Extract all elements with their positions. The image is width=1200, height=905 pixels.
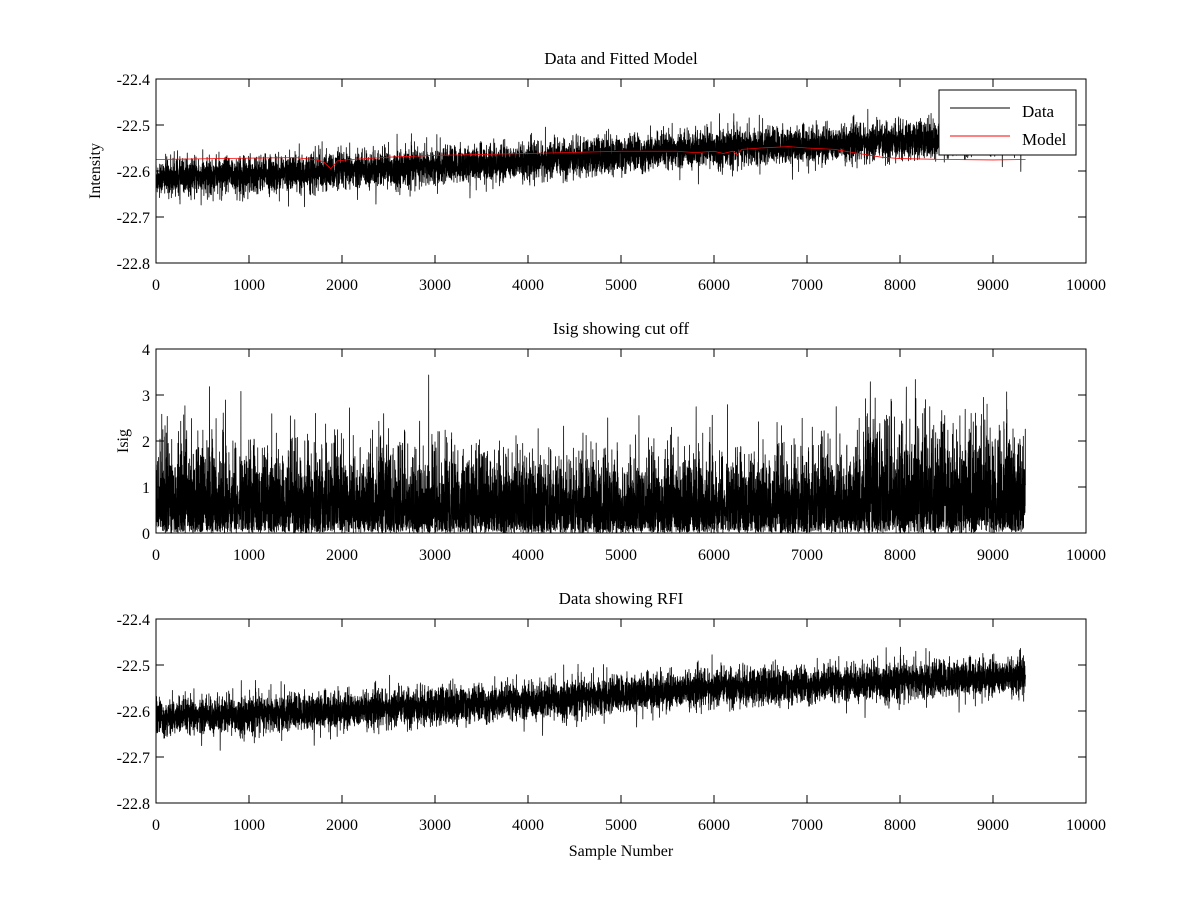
legend-box <box>938 89 1077 156</box>
x-tick-label: 10000 <box>1066 277 1106 294</box>
y-tick-label: -22.8 <box>117 796 150 813</box>
x-tick-label: 3000 <box>419 547 451 564</box>
x-tick-label: 4000 <box>512 277 544 294</box>
series-data-line <box>156 646 1026 751</box>
y-tick-label: -22.6 <box>117 704 150 721</box>
x-tick-label: 5000 <box>605 547 637 564</box>
y-tick-label: 2 <box>142 434 150 451</box>
y-axis-label: Intensity <box>87 143 104 199</box>
y-axis-label: Isig <box>115 429 132 453</box>
series-data-line <box>156 108 1026 208</box>
x-tick-label: 7000 <box>791 277 823 294</box>
y-tick-label: -22.5 <box>117 118 150 135</box>
subplot-data-and-fitted-model: Data and Fitted Model Intensity 0 1000 200… <box>87 49 1106 294</box>
x-tick-label: 5000 <box>605 277 637 294</box>
y-tick-label: -22.7 <box>117 210 150 227</box>
y-tick-label: -22.7 <box>117 750 150 767</box>
y-tick-label: 1 <box>142 480 150 497</box>
x-tick-label: 9000 <box>977 817 1009 834</box>
x-tick-label: 5000 <box>605 817 637 834</box>
x-tick-label: 3000 <box>419 817 451 834</box>
axis-ticks: 0 1000 2000 3000 4000 5000 6000 7000 8000 9000 100… <box>117 612 1106 834</box>
plot-area <box>156 374 1026 533</box>
x-tick-label: 2000 <box>326 547 358 564</box>
x-tick-label: 0 <box>152 277 160 294</box>
x-tick-label: 0 <box>152 547 160 564</box>
axes-box <box>155 618 1087 804</box>
axis-ticks: 0 1000 2000 3000 4000 5000 6000 7000 8000 9000 100… <box>117 72 1106 294</box>
x-tick-label: 1000 <box>233 817 265 834</box>
subplot-title: Data showing RFI <box>559 589 684 608</box>
y-tick-label: -22.8 <box>117 256 150 273</box>
y-tick-label: -22.4 <box>117 72 150 89</box>
series-isig-line <box>156 374 1026 533</box>
legend-label-data: Data <box>1022 102 1055 121</box>
x-tick-label: 0 <box>152 817 160 834</box>
x-tick-label: 1000 <box>233 277 265 294</box>
x-tick-label: 7000 <box>791 547 823 564</box>
x-tick-label: 7000 <box>791 817 823 834</box>
subplot-data-showing-rfi: Data showing RFI 0 1000 2000 3000 4000 5000 60… <box>117 589 1106 860</box>
subplot-isig-showing-cut-off: Isig showing cut off Isig 0 1000 2000 3000 4… <box>115 319 1106 564</box>
y-tick-label: -22.5 <box>117 658 150 675</box>
plot-area <box>156 646 1026 751</box>
axes-box <box>155 78 1087 264</box>
legend: Data Model <box>938 89 1077 156</box>
x-tick-label: 6000 <box>698 547 730 564</box>
x-tick-label: 2000 <box>326 277 358 294</box>
axes-box <box>155 348 1087 534</box>
y-tick-label: 3 <box>142 388 150 405</box>
x-tick-label: 10000 <box>1066 547 1106 564</box>
x-axis-label: Sample Number <box>569 843 674 860</box>
x-tick-label: 10000 <box>1066 817 1106 834</box>
x-tick-label: 2000 <box>326 817 358 834</box>
x-tick-label: 4000 <box>512 817 544 834</box>
plot-area <box>156 108 1026 208</box>
x-tick-label: 9000 <box>977 547 1009 564</box>
series-model-line <box>156 146 1026 170</box>
x-tick-label: 3000 <box>419 277 451 294</box>
x-tick-label: 8000 <box>884 547 916 564</box>
y-tick-label: -22.6 <box>117 164 150 181</box>
y-tick-label: 4 <box>142 342 150 359</box>
x-tick-label: 6000 <box>698 277 730 294</box>
x-tick-label: 9000 <box>977 277 1009 294</box>
y-tick-label: 0 <box>142 526 150 543</box>
x-tick-label: 4000 <box>512 547 544 564</box>
subplot-title: Data and Fitted Model <box>544 49 698 68</box>
legend-label-model: Model <box>1022 130 1067 149</box>
y-tick-label: -22.4 <box>117 612 150 629</box>
x-tick-label: 8000 <box>884 817 916 834</box>
x-tick-label: 1000 <box>233 547 265 564</box>
x-tick-label: 6000 <box>698 817 730 834</box>
x-tick-label: 8000 <box>884 277 916 294</box>
subplot-title: Isig showing cut off <box>553 319 689 338</box>
